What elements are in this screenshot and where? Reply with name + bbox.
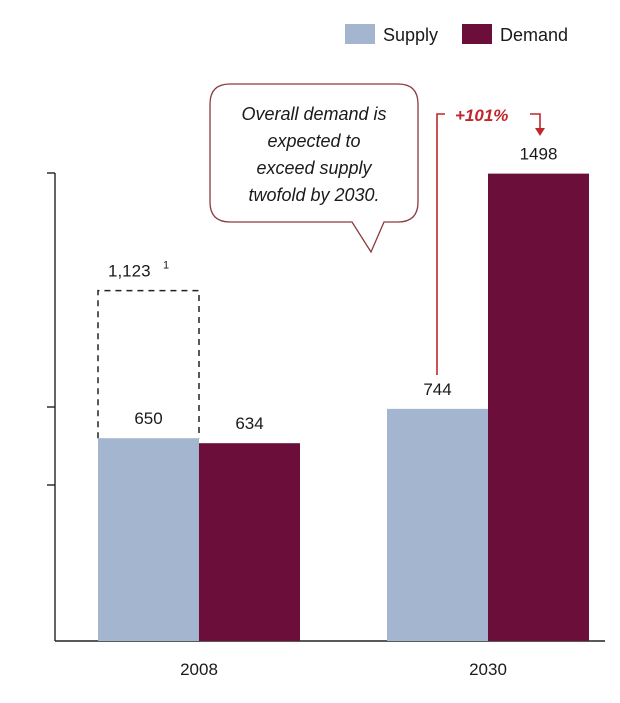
- x-tick-label-2030: 2030: [469, 660, 507, 679]
- supply-potential-box: [97, 289, 200, 439]
- callout-shape: [209, 83, 419, 254]
- callout-line-2: expected to: [267, 131, 360, 151]
- callout-line-4: twofold by 2030.: [248, 185, 379, 205]
- data-label-supply-2030: 744: [423, 380, 451, 399]
- supply-potential-footnote: 1: [163, 260, 169, 272]
- callout-bubble: Overall demand is expected to exceed sup…: [209, 83, 419, 254]
- bar-supply-2008: [98, 438, 199, 641]
- growth-annotation: +101%: [436, 106, 545, 375]
- growth-bracket: [436, 113, 445, 375]
- callout-line-1: Overall demand is: [241, 104, 386, 124]
- legend: Supply Demand: [345, 24, 568, 45]
- legend-label-demand: Demand: [500, 25, 568, 45]
- x-tick-label-2008: 2008: [180, 660, 218, 679]
- growth-arrow-head: [535, 128, 545, 136]
- bar-demand-2030: [488, 173, 589, 641]
- plot-area: 1,123 1 650 744 634 1498 2008 2030: [47, 145, 605, 679]
- supply-potential-label: 1,123: [108, 262, 151, 281]
- bar-supply-2030: [387, 408, 488, 641]
- callout-line-3: exceed supply: [256, 158, 372, 178]
- legend-swatch-demand: [462, 24, 492, 44]
- growth-label: +101%: [455, 106, 508, 125]
- growth-arrow-line: [530, 113, 541, 129]
- legend-label-supply: Supply: [383, 25, 438, 45]
- bar-demand-2008: [199, 443, 300, 641]
- data-label-supply-2008: 650: [134, 409, 162, 428]
- data-label-demand-2008: 634: [235, 414, 263, 433]
- legend-swatch-supply: [345, 24, 375, 44]
- data-label-demand-2030: 1498: [520, 145, 558, 164]
